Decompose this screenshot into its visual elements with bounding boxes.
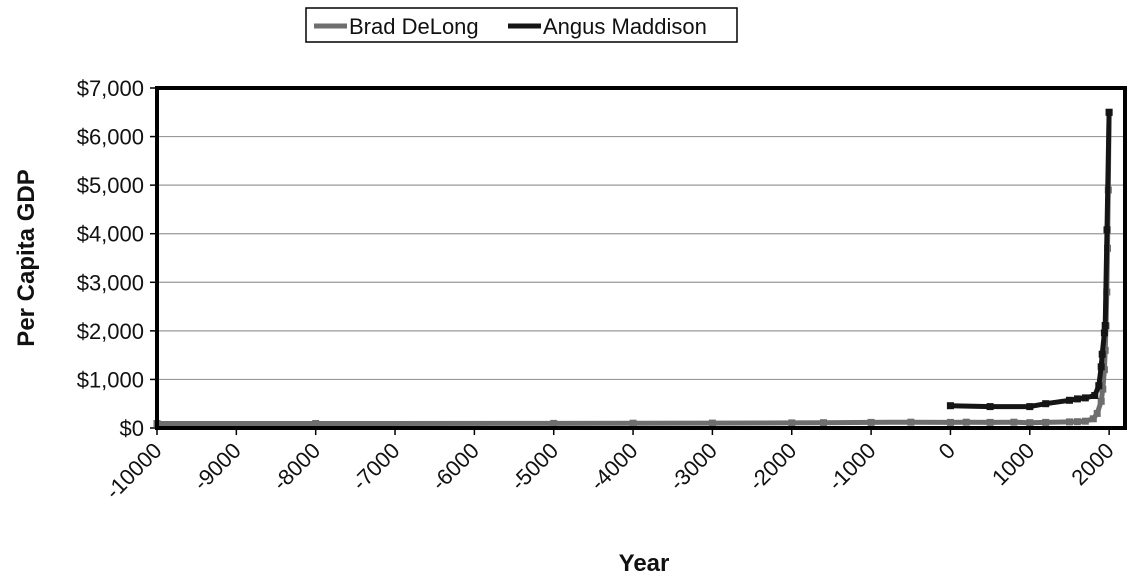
x-tick-label: -7000 (347, 438, 404, 495)
data-point-angus-maddison (986, 403, 994, 411)
x-tick-label: -9000 (188, 438, 245, 495)
data-point-brad-delong (946, 418, 954, 426)
plot-area-frame (155, 86, 1127, 430)
x-axis-title: Year (619, 550, 670, 577)
x-axis-ticks: -10000 -9000 -8000 -7000 -6000 -5000 -4000 -300… (100, 428, 1119, 504)
data-point-brad-delong (312, 420, 320, 427)
data-point-angus-maddison (1095, 382, 1103, 390)
x-tick-label: 1000 (987, 438, 1039, 490)
gridlines (157, 87, 1125, 429)
x-tick-label: -5000 (506, 438, 563, 495)
data-point-angus-maddison (1091, 392, 1099, 399)
data-point-angus-maddison (1101, 322, 1109, 329)
y-tick-label: $6,000 (77, 125, 144, 150)
y-tick-label: $7,000 (77, 76, 144, 101)
x-tick-label: -6000 (426, 438, 483, 495)
x-tick-label: 2000 (1066, 438, 1118, 490)
legend-label-angus-maddison: Angus Maddison (543, 14, 707, 39)
data-point-brad-delong (1026, 419, 1034, 427)
series-line-angus-maddison (947, 109, 1112, 410)
data-point-angus-maddison (1026, 403, 1034, 411)
y-tick-label: $3,000 (77, 270, 144, 295)
data-point-angus-maddison (1073, 395, 1081, 403)
data-point-brad-delong (1093, 409, 1101, 417)
y-tick-label: $4,000 (77, 222, 144, 247)
data-point-angus-maddison (1081, 394, 1089, 402)
data-point-brad-delong (629, 419, 637, 427)
data-point-angus-maddison (1103, 226, 1111, 234)
y-tick-label: $5,000 (77, 173, 144, 198)
x-tick-label: -2000 (744, 438, 801, 495)
data-point-brad-delong (550, 419, 558, 427)
data-point-brad-delong (986, 418, 994, 426)
y-axis-title: Per Capita GDP (13, 169, 40, 346)
x-tick-label: -10000 (100, 438, 166, 504)
x-tick-label: -8000 (268, 438, 325, 495)
plot-series (153, 108, 1113, 427)
y-tick-label: $2,000 (77, 319, 144, 344)
y-tick-label: $1,000 (77, 367, 144, 392)
y-tick-label: $0 (120, 416, 144, 441)
data-point-brad-delong (907, 418, 915, 426)
data-point-brad-delong (820, 419, 827, 427)
data-point-brad-delong (788, 419, 796, 427)
data-point-angus-maddison (1100, 329, 1108, 337)
data-point-brad-delong (1101, 346, 1109, 354)
data-point-brad-delong (962, 418, 970, 426)
x-tick-label: -4000 (585, 438, 642, 495)
data-point-angus-maddison (1066, 396, 1073, 404)
x-tick-label: 0 (934, 438, 960, 464)
data-point-brad-delong (1073, 418, 1081, 426)
data-point-brad-delong (708, 419, 716, 427)
y-axis-ticks: $0 $1,000 $2,000 $3,000 $4,000 $5,000 $6,000 $7… (77, 76, 157, 441)
data-point-angus-maddison (1042, 400, 1050, 408)
legend-label-brad-delong: Brad DeLong (349, 14, 479, 39)
data-point-angus-maddison (1105, 108, 1113, 116)
data-point-brad-delong (1099, 385, 1107, 393)
data-point-brad-delong (1081, 417, 1089, 425)
x-tick-label: -3000 (664, 438, 721, 495)
data-point-angus-maddison (946, 402, 954, 410)
series-line-brad-delong (154, 109, 1112, 426)
data-point-brad-delong (1010, 418, 1018, 426)
data-point-brad-delong (1097, 397, 1105, 405)
data-point-angus-maddison (1097, 363, 1105, 371)
legend: Brad DeLong Angus Maddison (305, 7, 738, 43)
data-point-brad-delong (1089, 415, 1097, 423)
data-point-brad-delong (1042, 418, 1050, 426)
data-point-brad-delong (1066, 418, 1073, 426)
data-point-brad-delong (867, 418, 875, 426)
x-tick-label: -1000 (823, 438, 880, 495)
data-point-angus-maddison (1098, 350, 1106, 358)
